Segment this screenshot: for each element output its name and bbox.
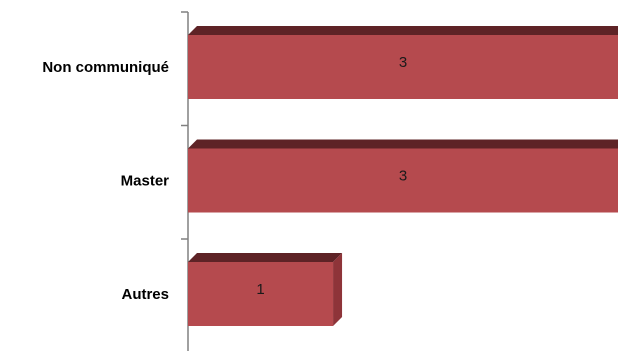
category-label: Master <box>121 173 170 190</box>
data-label: 1 <box>256 281 264 298</box>
category-label: Non communiqué <box>42 59 169 76</box>
axis-layer <box>181 11 189 351</box>
bar-top-face <box>188 139 618 149</box>
labels-layer: Non communiqué 3 Master 3 Autres 1 <box>42 54 407 303</box>
data-label: 3 <box>399 168 407 185</box>
bar-side-face <box>333 253 343 326</box>
bars-layer <box>188 26 618 326</box>
data-label: 3 <box>399 54 407 71</box>
bar-top-face <box>188 26 618 35</box>
bar <box>188 35 618 99</box>
bar <box>188 148 618 213</box>
bar <box>188 262 334 326</box>
bar-top-face <box>188 253 343 262</box>
category-label: Autres <box>121 286 169 303</box>
